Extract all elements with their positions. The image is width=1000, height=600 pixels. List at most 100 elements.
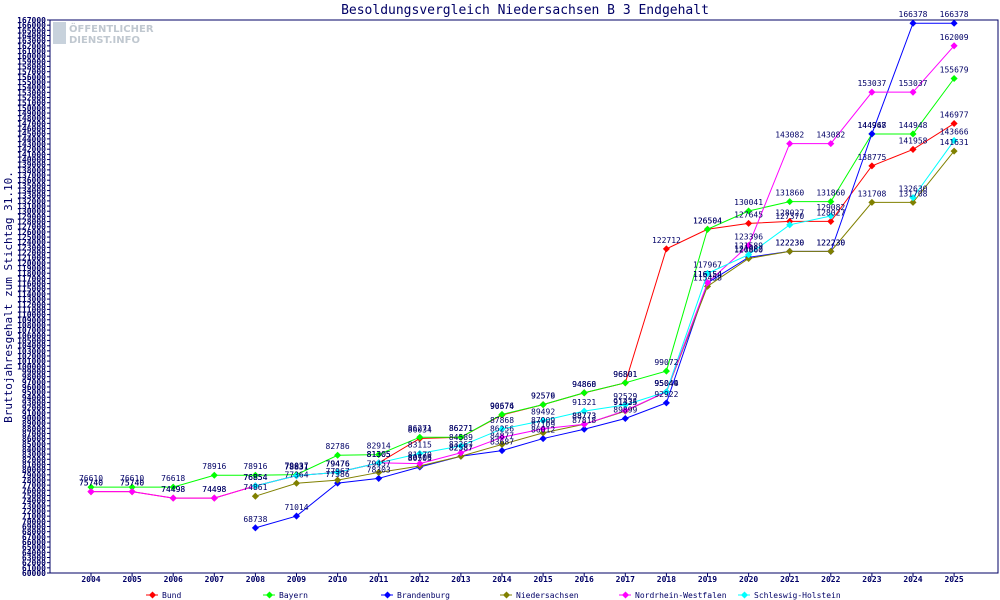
data-point	[292, 479, 301, 487]
y-tick-label: 77000	[22, 481, 46, 490]
data-label: 82914	[367, 442, 391, 451]
data-label: 126504	[693, 216, 722, 225]
data-label: 89899	[613, 405, 637, 414]
y-tick-label: 140000	[17, 156, 46, 165]
y-tick-label: 73000	[22, 502, 46, 511]
data-point	[251, 471, 259, 479]
data-label: 81170	[408, 451, 432, 460]
data-label: 81305	[367, 450, 391, 459]
data-label: 130041	[734, 198, 763, 207]
data-label: 76854	[243, 473, 267, 482]
data-label: 96801	[613, 370, 637, 379]
series-line	[91, 45, 955, 499]
data-point	[128, 488, 136, 496]
x-tick-label: 2020	[739, 575, 758, 584]
y-tick-label: 134000	[17, 187, 46, 196]
series-line	[91, 78, 955, 488]
y-tick-label: 76000	[22, 486, 46, 495]
data-label: 71014	[284, 503, 308, 512]
y-tick-label: 81000	[22, 460, 46, 469]
data-label: 138775	[857, 153, 886, 162]
data-point	[950, 42, 958, 50]
data-point	[498, 440, 506, 448]
legend-marker	[383, 591, 392, 599]
data-point	[580, 425, 588, 433]
y-tick-label: 138000	[17, 166, 46, 175]
y-tick-label: 145000	[17, 130, 46, 139]
x-tick-label: 2024	[903, 575, 922, 584]
logo-line-2: DIENST.INFO	[69, 35, 140, 46]
y-tick-label: 68000	[22, 528, 46, 537]
data-label: 78831	[284, 463, 308, 472]
series-line	[255, 22, 955, 529]
data-label: 76610	[79, 474, 103, 483]
x-tick-label: 2023	[862, 575, 881, 584]
data-point	[827, 140, 835, 148]
data-label: 74861	[243, 483, 267, 492]
data-label: 75740	[79, 479, 103, 488]
data-label: 77967	[326, 467, 350, 476]
data-point	[950, 137, 958, 145]
y-tick-label: 111000	[17, 305, 46, 314]
y-tick-label: 105000	[17, 336, 46, 345]
data-label: 131860	[816, 189, 845, 198]
data-label: 122230	[816, 238, 845, 247]
y-tick-label: 70000	[22, 517, 46, 526]
data-label: 81305	[367, 450, 391, 459]
legend-label: Niedersachsen	[516, 591, 579, 600]
data-label: 76854	[243, 473, 267, 482]
data-label: 88773	[572, 411, 596, 420]
data-label: 79476	[326, 459, 350, 468]
y-tick-label: 142000	[17, 145, 46, 154]
data-point	[621, 414, 629, 423]
x-tick-label: 2008	[246, 575, 265, 584]
data-point	[87, 483, 95, 491]
y-tick-label: 141000	[17, 150, 46, 159]
data-point	[416, 450, 424, 458]
y-tick-label: 61000	[22, 564, 46, 573]
data-point	[416, 433, 424, 441]
data-label: 84877	[490, 431, 514, 440]
data-label: 143666	[940, 128, 969, 137]
data-label: 78916	[243, 462, 267, 471]
data-point	[909, 194, 917, 202]
data-label: 166378	[940, 10, 969, 19]
x-tick-label: 2006	[164, 575, 183, 584]
y-tick-label: 85000	[22, 440, 46, 449]
data-point	[909, 198, 917, 206]
y-tick-label: 69000	[22, 522, 46, 531]
data-label: 129082	[816, 203, 845, 212]
data-label: 84589	[449, 433, 473, 442]
series-lines	[87, 19, 958, 532]
legend-marker	[502, 591, 511, 599]
data-point	[786, 140, 794, 148]
data-label: 82587	[449, 443, 473, 452]
y-tick-label: 146000	[17, 125, 46, 134]
legend-marker	[621, 591, 630, 599]
data-label: 131708	[899, 189, 928, 198]
y-tick-label: 120000	[17, 259, 46, 268]
legend-label: Bund	[162, 591, 181, 600]
data-label: 75740	[120, 479, 144, 488]
x-tick-label: 2022	[821, 575, 840, 584]
data-point	[457, 442, 465, 450]
data-point	[210, 471, 218, 479]
data-point	[662, 245, 670, 253]
y-tick-label: 110000	[17, 311, 46, 320]
y-tick-label: 131000	[17, 202, 46, 211]
y-tick-label: 82000	[22, 455, 46, 464]
data-label: 80505	[408, 454, 432, 463]
y-tick-label: 161000	[17, 47, 46, 56]
data-label: 88773	[572, 411, 596, 420]
x-tick-label: 2016	[575, 575, 594, 584]
data-point	[539, 401, 547, 409]
y-tick-label: 157000	[17, 68, 46, 77]
data-label: 92922	[654, 390, 678, 399]
y-tick-label: 79000	[22, 471, 46, 480]
y-tick-label: 148000	[17, 114, 46, 123]
y-tick-label: 116000	[17, 280, 46, 289]
y-tick-label: 103000	[17, 347, 46, 356]
data-label: 99072	[654, 358, 678, 367]
y-tick-label: 122000	[17, 249, 46, 258]
